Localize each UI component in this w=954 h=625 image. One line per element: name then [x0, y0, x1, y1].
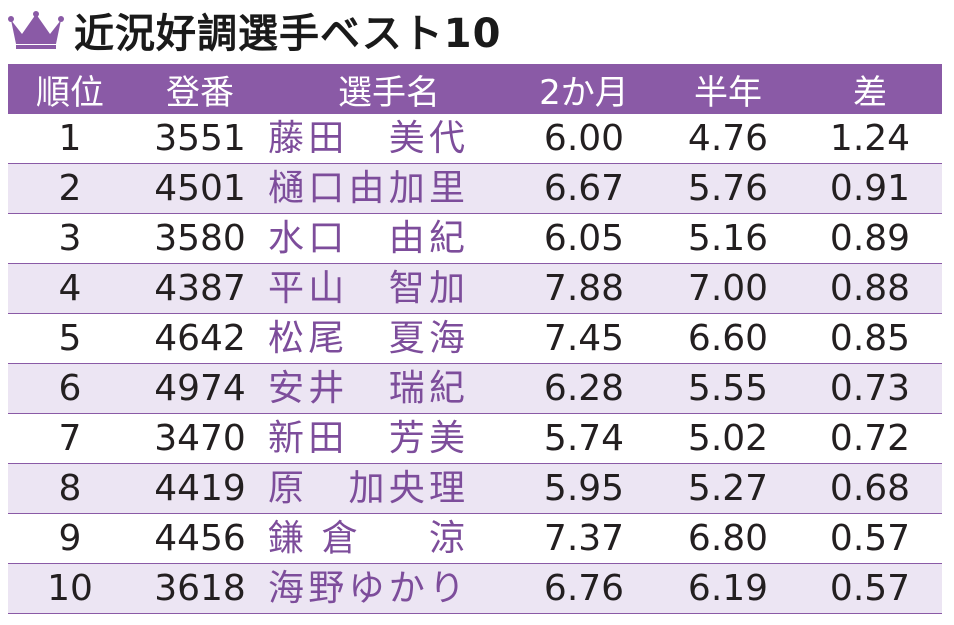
table-header-row: 順位 登番 選手名 2か月 半年 差	[8, 64, 942, 114]
cell-half-year: 6.60	[658, 313, 798, 364]
table-row: 1 3551 藤田 美代 6.00 4.76 1.24	[8, 114, 942, 164]
cell-half-year: 5.16	[658, 213, 798, 264]
cell-name: 藤田 美代	[268, 114, 510, 164]
cell-half-year: 5.55	[658, 363, 798, 414]
cell-half-year: 5.27	[658, 463, 798, 514]
cell-half-year: 4.76	[658, 114, 798, 164]
header-two-month: 2か月	[510, 64, 658, 114]
cell-half-year: 5.02	[658, 413, 798, 464]
cell-rank: 6	[8, 363, 132, 414]
cell-rank: 3	[8, 213, 132, 264]
cell-reg: 4642	[132, 313, 268, 364]
cell-rank: 8	[8, 463, 132, 514]
cell-name: 安井 瑞紀	[268, 363, 510, 414]
cell-name: 新田 芳美	[268, 413, 510, 464]
header-reg: 登番	[132, 64, 268, 114]
table-row: 8 4419 原 加央理 5.95 5.27 0.68	[8, 463, 942, 514]
cell-two-month: 6.67	[510, 163, 658, 214]
cell-diff: 0.89	[798, 213, 942, 264]
player-name: 松尾 夏海	[268, 317, 466, 359]
cell-diff: 0.91	[798, 163, 942, 214]
cell-diff: 0.88	[798, 263, 942, 314]
ranking-table: 順位 登番 選手名 2か月 半年 差 1 3551 藤田 美代 6.00 4.7…	[8, 64, 942, 614]
cell-reg: 4501	[132, 163, 268, 214]
cell-two-month: 6.00	[510, 114, 658, 164]
cell-rank: 7	[8, 413, 132, 464]
cell-reg: 3551	[132, 114, 268, 164]
cell-reg: 4387	[132, 263, 268, 314]
cell-name: 樋口由加里	[268, 163, 510, 214]
table-row: 5 4642 松尾 夏海 7.45 6.60 0.85	[8, 313, 942, 364]
crown-icon	[8, 11, 64, 49]
table-row: 6 4974 安井 瑞紀 6.28 5.55 0.73	[8, 363, 942, 414]
cell-two-month: 5.74	[510, 413, 658, 464]
cell-two-month: 6.76	[510, 563, 658, 614]
player-name: 海野ゆかり	[268, 567, 466, 609]
cell-diff: 0.57	[798, 513, 942, 564]
cell-rank: 2	[8, 163, 132, 214]
cell-diff: 0.68	[798, 463, 942, 514]
cell-name: 平山 智加	[268, 263, 510, 314]
player-name: 水口 由紀	[268, 217, 466, 259]
cell-rank: 9	[8, 513, 132, 564]
cell-diff: 0.73	[798, 363, 942, 414]
cell-two-month: 7.37	[510, 513, 658, 564]
cell-half-year: 6.80	[658, 513, 798, 564]
cell-rank: 1	[8, 114, 132, 164]
header-name: 選手名	[268, 64, 510, 114]
cell-name: 鎌倉 涼	[268, 513, 510, 564]
cell-name: 海野ゆかり	[268, 563, 510, 614]
player-name: 藤田 美代	[268, 117, 466, 159]
header-half-year: 半年	[658, 64, 798, 114]
cell-rank: 5	[8, 313, 132, 364]
table-row: 10 3618 海野ゆかり 6.76 6.19 0.57	[8, 563, 942, 614]
cell-reg: 4419	[132, 463, 268, 514]
cell-two-month: 7.88	[510, 263, 658, 314]
cell-name: 水口 由紀	[268, 213, 510, 264]
cell-diff: 0.57	[798, 563, 942, 614]
table-row: 7 3470 新田 芳美 5.74 5.02 0.72	[8, 413, 942, 464]
header-rank: 順位	[8, 64, 132, 114]
table-row: 2 4501 樋口由加里 6.67 5.76 0.91	[8, 163, 942, 214]
cell-two-month: 6.28	[510, 363, 658, 414]
player-name: 安井 瑞紀	[268, 367, 466, 409]
title-row: 近況好調選手ベスト10	[8, 2, 501, 58]
player-name: 樋口由加里	[268, 167, 466, 209]
cell-diff: 0.85	[798, 313, 942, 364]
cell-reg: 4974	[132, 363, 268, 414]
cell-reg: 3618	[132, 563, 268, 614]
player-name: 原 加央理	[268, 467, 466, 509]
cell-reg: 3580	[132, 213, 268, 264]
cell-half-year: 6.19	[658, 563, 798, 614]
page-title: 近況好調選手ベスト10	[74, 11, 502, 57]
player-name: 平山 智加	[268, 267, 466, 309]
cell-reg: 3470	[132, 413, 268, 464]
cell-diff: 1.24	[798, 114, 942, 164]
table-body: 1 3551 藤田 美代 6.00 4.76 1.24 2 4501 樋口由加里…	[8, 114, 942, 614]
table-row: 3 3580 水口 由紀 6.05 5.16 0.89	[8, 213, 942, 264]
table-row: 9 4456 鎌倉 涼 7.37 6.80 0.57	[8, 513, 942, 564]
header-diff: 差	[798, 64, 942, 114]
table-row: 4 4387 平山 智加 7.88 7.00 0.88	[8, 263, 942, 314]
cell-half-year: 5.76	[658, 163, 798, 214]
cell-reg: 4456	[132, 513, 268, 564]
player-name: 鎌倉 涼	[268, 517, 466, 559]
cell-two-month: 6.05	[510, 213, 658, 264]
cell-two-month: 5.95	[510, 463, 658, 514]
cell-rank: 10	[8, 563, 132, 614]
cell-name: 原 加央理	[268, 463, 510, 514]
player-name: 新田 芳美	[268, 417, 466, 459]
cell-two-month: 7.45	[510, 313, 658, 364]
cell-name: 松尾 夏海	[268, 313, 510, 364]
cell-half-year: 7.00	[658, 263, 798, 314]
cell-rank: 4	[8, 263, 132, 314]
cell-diff: 0.72	[798, 413, 942, 464]
